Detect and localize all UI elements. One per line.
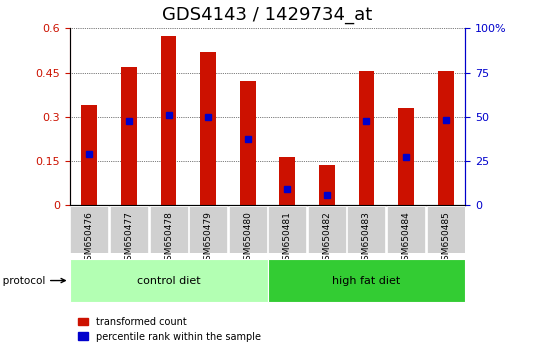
Bar bbox=[121, 67, 137, 205]
Bar bbox=[358, 71, 374, 205]
Bar bbox=[240, 81, 256, 205]
Text: GSM650479: GSM650479 bbox=[204, 211, 212, 266]
Text: GSM650478: GSM650478 bbox=[164, 211, 173, 266]
Bar bbox=[398, 108, 414, 205]
FancyBboxPatch shape bbox=[347, 206, 386, 253]
FancyBboxPatch shape bbox=[149, 206, 188, 253]
Title: GDS4143 / 1429734_at: GDS4143 / 1429734_at bbox=[163, 6, 372, 24]
Bar bbox=[438, 71, 454, 205]
FancyBboxPatch shape bbox=[426, 206, 465, 253]
Bar bbox=[200, 52, 216, 205]
FancyBboxPatch shape bbox=[228, 206, 267, 253]
Text: GSM650477: GSM650477 bbox=[125, 211, 133, 266]
FancyBboxPatch shape bbox=[308, 206, 346, 253]
Text: control diet: control diet bbox=[137, 275, 200, 286]
Text: GSM650483: GSM650483 bbox=[362, 211, 371, 266]
FancyBboxPatch shape bbox=[110, 206, 148, 253]
FancyBboxPatch shape bbox=[268, 206, 307, 253]
Bar bbox=[81, 105, 97, 205]
Bar bbox=[319, 165, 335, 205]
Legend: transformed count, percentile rank within the sample: transformed count, percentile rank withi… bbox=[74, 313, 265, 346]
Text: GSM650480: GSM650480 bbox=[243, 211, 252, 266]
Bar bbox=[160, 36, 177, 205]
Text: GSM650481: GSM650481 bbox=[283, 211, 292, 266]
Bar bbox=[279, 157, 295, 205]
FancyBboxPatch shape bbox=[387, 206, 425, 253]
Text: GSM650476: GSM650476 bbox=[85, 211, 94, 266]
Text: GSM650482: GSM650482 bbox=[323, 211, 331, 266]
Text: high fat diet: high fat diet bbox=[332, 275, 401, 286]
Text: growth protocol: growth protocol bbox=[0, 275, 65, 286]
FancyBboxPatch shape bbox=[70, 259, 268, 302]
Text: GSM650485: GSM650485 bbox=[441, 211, 450, 266]
FancyBboxPatch shape bbox=[70, 206, 109, 253]
FancyBboxPatch shape bbox=[268, 259, 465, 302]
FancyBboxPatch shape bbox=[189, 206, 227, 253]
Text: GSM650484: GSM650484 bbox=[402, 211, 410, 266]
